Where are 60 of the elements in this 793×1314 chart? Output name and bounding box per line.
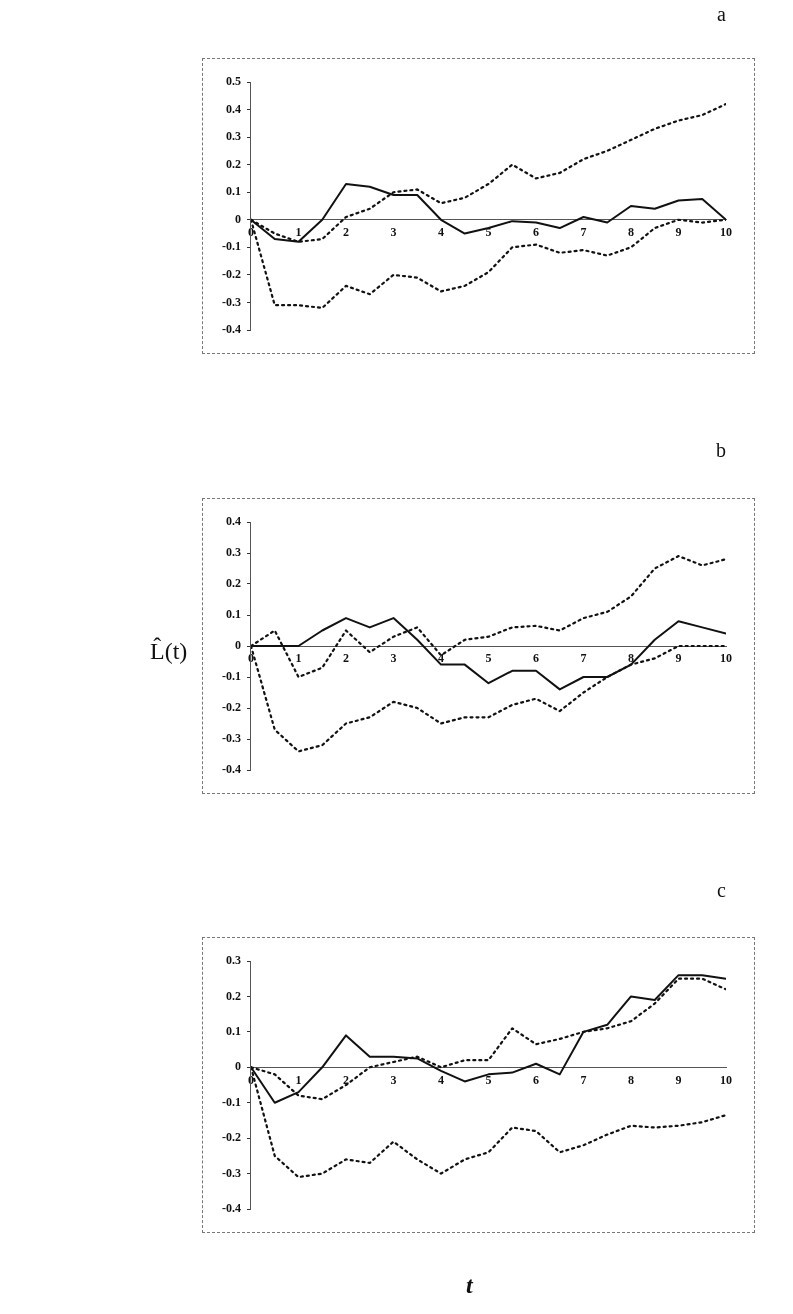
y-tick-label: 0 xyxy=(235,211,241,226)
x-tick-label: 3 xyxy=(390,225,397,240)
x-tick-label: 9 xyxy=(675,651,682,666)
y-tick-label: 0.1 xyxy=(226,184,241,199)
x-tick-label: 9 xyxy=(675,225,682,240)
x-tick-label: 10 xyxy=(720,651,732,666)
x-tick-label: 1 xyxy=(295,225,302,240)
y-tick-label: -0.2 xyxy=(222,266,241,281)
x-tick-label: 2 xyxy=(343,225,349,240)
x-tick-label: 9 xyxy=(675,1072,682,1087)
x-tick-label: 4 xyxy=(438,651,444,666)
x-tick-label: 10 xyxy=(720,1072,732,1087)
y-tick-label: -0.1 xyxy=(222,669,241,684)
y-tick-label: 0.1 xyxy=(226,1023,241,1038)
y-tick-label: 0.3 xyxy=(226,129,241,144)
y-tick-label: 0.2 xyxy=(226,576,241,591)
x-tick-label: 2 xyxy=(343,651,349,666)
y-tick-label: 0.3 xyxy=(226,953,241,968)
y-tick-label: -0.4 xyxy=(222,762,241,777)
y-tick-label: 0.2 xyxy=(226,156,241,171)
chart-title: c xyxy=(717,879,727,902)
y-tick-label: -0.4 xyxy=(222,322,241,337)
y-tick-label: 0.3 xyxy=(226,545,241,560)
y-tick-label: 0 xyxy=(235,1059,241,1074)
x-tick-label: 4 xyxy=(438,1072,444,1087)
x-tick-label: 3 xyxy=(390,651,397,666)
x-tick-label: 1 xyxy=(295,1072,302,1087)
x-tick-label: 10 xyxy=(720,225,732,240)
y-tick-label: 0.1 xyxy=(226,607,241,622)
y-axis-title: L̂(t) xyxy=(150,638,188,665)
y-tick-label: 0.4 xyxy=(226,514,241,529)
x-tick-label: 5 xyxy=(485,1072,492,1087)
y-tick-label: -0.1 xyxy=(222,1094,241,1109)
x-tick-label: 7 xyxy=(580,1072,587,1087)
y-tick-label: -0.4 xyxy=(222,1201,241,1216)
chart-title: b xyxy=(716,439,726,462)
x-tick-label: 6 xyxy=(533,225,539,240)
y-tick-label: -0.2 xyxy=(222,1130,241,1145)
y-tick-label: 0 xyxy=(235,638,241,653)
y-tick-label: -0.3 xyxy=(222,731,241,746)
x-tick-label: 6 xyxy=(533,1072,539,1087)
x-tick-label: 7 xyxy=(580,651,587,666)
y-tick-label: -0.3 xyxy=(222,1165,241,1180)
x-tick-label: 6 xyxy=(533,651,539,666)
y-tick-label: 0.5 xyxy=(226,74,241,89)
y-tick-label: 0.2 xyxy=(226,988,241,1003)
x-axis-title: t xyxy=(466,1272,473,1299)
x-tick-label: 1 xyxy=(295,651,302,666)
x-tick-label: 7 xyxy=(580,225,587,240)
x-tick-label: 8 xyxy=(628,225,634,240)
x-tick-label: 3 xyxy=(390,1072,397,1087)
y-tick-label: -0.3 xyxy=(222,294,241,309)
x-tick-label: 4 xyxy=(438,225,444,240)
y-tick-label: -0.2 xyxy=(222,700,241,715)
x-tick-label: 8 xyxy=(628,1072,634,1087)
chart-title: a xyxy=(717,3,727,26)
x-tick-label: 5 xyxy=(485,651,492,666)
x-tick-label: 8 xyxy=(628,651,634,666)
y-tick-label: 0.4 xyxy=(226,101,241,116)
y-tick-label: -0.1 xyxy=(222,239,241,254)
